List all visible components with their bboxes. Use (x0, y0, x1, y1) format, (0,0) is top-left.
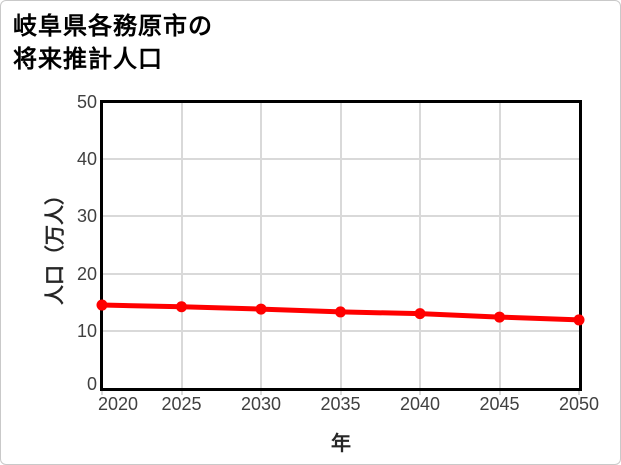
x-axis-title: 年 (331, 433, 351, 455)
x-tick-mark (498, 391, 501, 395)
y-tick-label: 50 (76, 92, 97, 112)
v-gridline (260, 102, 262, 388)
x-tick-label: 2035 (320, 394, 361, 414)
y-tick-label: 30 (76, 206, 97, 227)
v-gridline (180, 102, 183, 388)
x-tick-label: 2020 (97, 394, 139, 414)
x-tick-mark (339, 391, 342, 395)
chart-title: 岐阜県各務原市の 将来推計人口 (13, 10, 213, 76)
x-tick-mark (578, 391, 580, 395)
y-tick-label: 0 (86, 374, 97, 394)
chart-title-line1: 岐阜県各務原市の (13, 13, 213, 40)
x-tick-mark (180, 391, 183, 395)
y-tick-label: 10 (76, 320, 97, 341)
v-gridline (419, 102, 421, 388)
x-tick-label: 2030 (240, 394, 282, 414)
y-tick-label: 20 (76, 263, 97, 284)
y-tick-label: 40 (76, 149, 97, 170)
x-tick-mark (419, 391, 421, 395)
v-gridline (339, 102, 342, 388)
x-tick-label: 2040 (399, 394, 441, 414)
x-tick-label: 2025 (161, 394, 202, 414)
x-tick-mark (260, 391, 262, 395)
v-gridline (498, 102, 501, 388)
chart-title-line2: 将来推計人口 (13, 46, 163, 73)
x-tick-mark (101, 391, 103, 395)
y-axis-title: 人口（万人） (44, 185, 67, 305)
x-tick-label: 2050 (558, 394, 600, 414)
plot-area-border (100, 100, 582, 391)
x-tick-label: 2045 (479, 394, 520, 414)
